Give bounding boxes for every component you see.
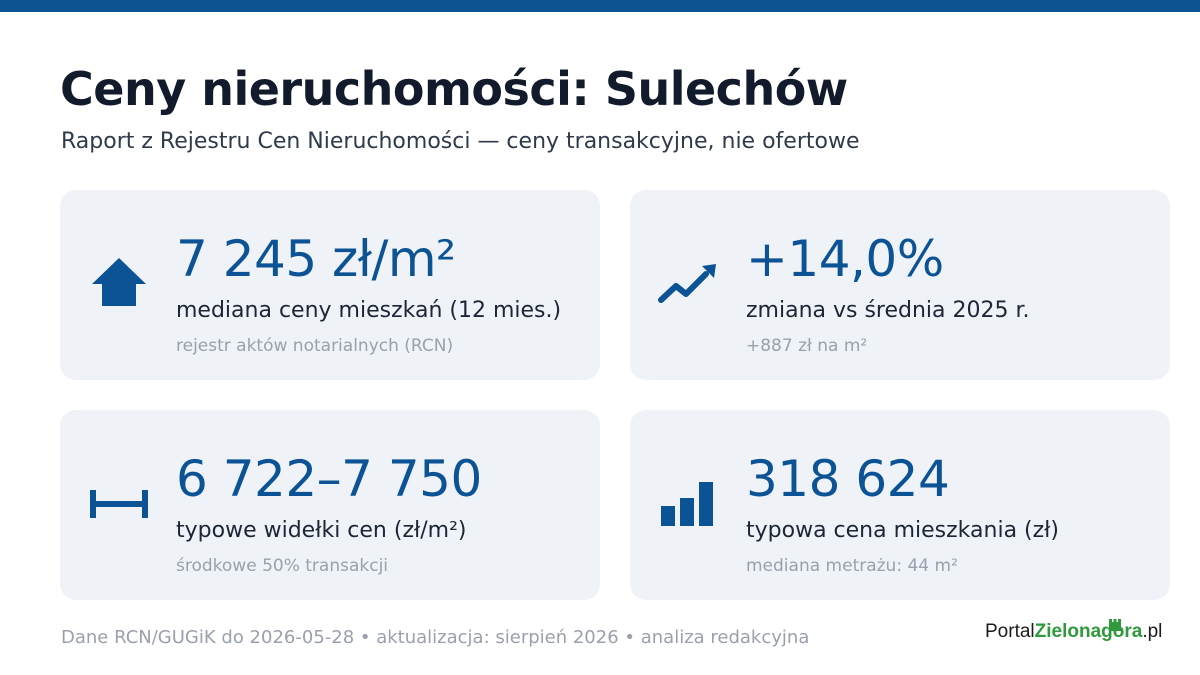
- footer-source-note: Dane RCN/GUGiK do 2026-05-28 • aktualiza…: [61, 627, 810, 648]
- tower-icon: [1108, 615, 1122, 637]
- stat-note: mediana metrażu: 44 m²: [746, 556, 958, 576]
- stat-note: +887 zł na m²: [746, 336, 868, 356]
- portal-logo[interactable]: PortalZielonagora.pl: [985, 619, 1162, 653]
- range-icon: [88, 472, 150, 534]
- stat-value: 7 245 zł/m²: [176, 230, 456, 288]
- stat-label: typowe widełki cen (zł/m²): [176, 518, 467, 543]
- stat-value: 318 624: [746, 450, 950, 508]
- stat-card-median-price: 7 245 zł/m² mediana ceny mieszkań (12 mi…: [60, 190, 600, 380]
- logo-text-portal: Portal: [985, 621, 1035, 642]
- logo-text-zielonagora: Zielonagora: [1034, 621, 1143, 642]
- stat-label: zmiana vs średnia 2025 r.: [746, 298, 1030, 323]
- page-title: Ceny nieruchomości: Sulechów: [60, 62, 848, 116]
- bar-chart-icon: [658, 472, 720, 534]
- trend-up-icon: [658, 252, 720, 314]
- stat-label: mediana ceny mieszkań (12 mies.): [176, 298, 562, 323]
- stat-card-range: 6 722–7 750 typowe widełki cen (zł/m²) ś…: [60, 410, 600, 600]
- top-accent-bar: [0, 0, 1200, 12]
- stat-value: +14,0%: [746, 230, 944, 288]
- stat-card-typical-price: 318 624 typowa cena mieszkania (zł) medi…: [630, 410, 1170, 600]
- house-arrow-icon: [88, 252, 150, 314]
- stat-note: środkowe 50% transakcji: [176, 556, 389, 576]
- stat-card-change: +14,0% zmiana vs średnia 2025 r. +887 zł…: [630, 190, 1170, 380]
- page-subtitle: Raport z Rejestru Cen Nieruchomości — ce…: [61, 129, 860, 154]
- stat-note: rejestr aktów notarialnych (RCN): [176, 336, 454, 356]
- logo-text-domain: .pl: [1142, 621, 1163, 642]
- stat-label: typowa cena mieszkania (zł): [746, 518, 1060, 543]
- stat-value: 6 722–7 750: [176, 450, 482, 508]
